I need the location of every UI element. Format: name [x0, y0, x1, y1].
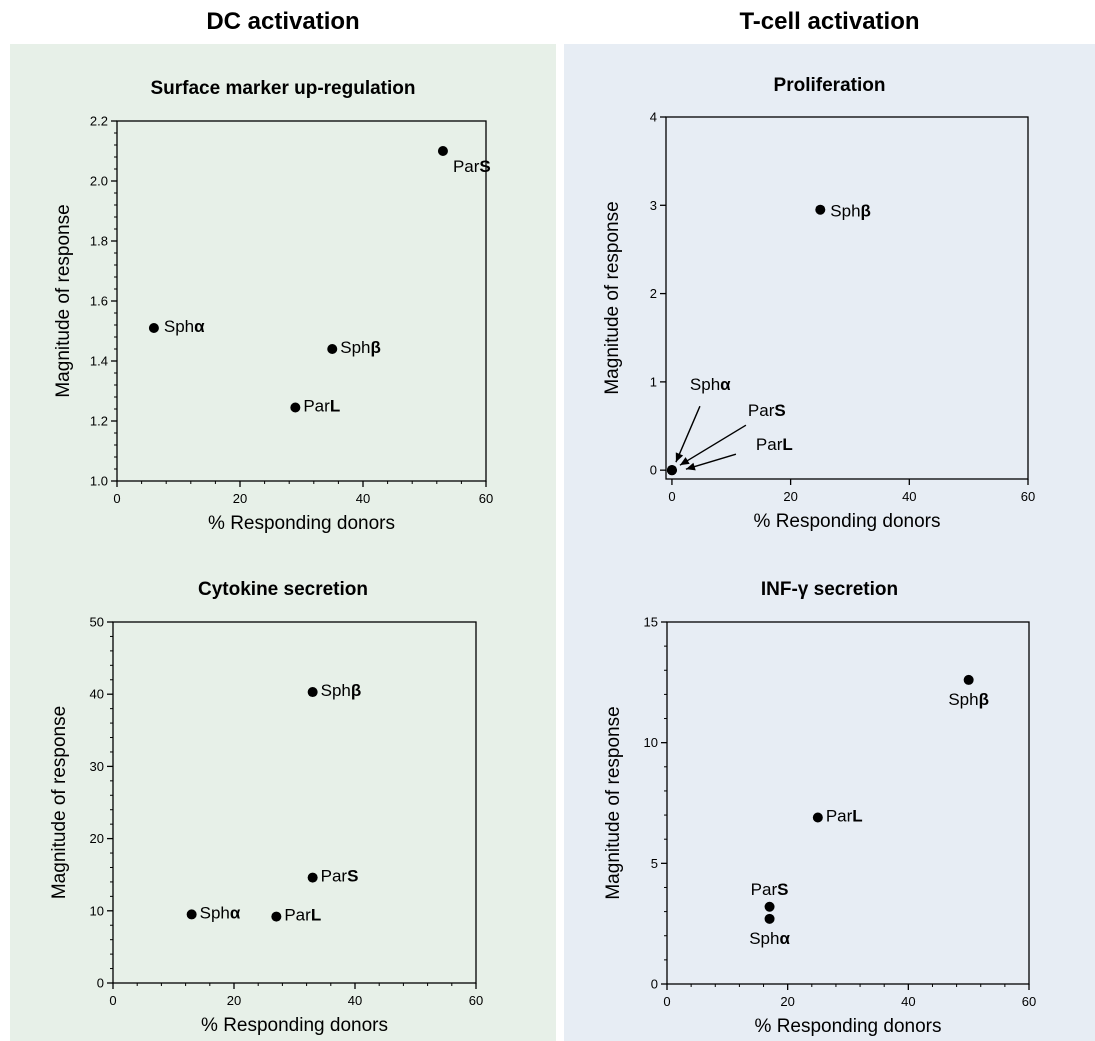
y-tick-label: 20 [90, 831, 104, 846]
y-tick-label: 0 [650, 463, 657, 478]
x-tick-label: 40 [356, 491, 370, 506]
dc-activation-panel [10, 44, 556, 1041]
chart-surface-marker-up-regulation: Surface marker up-regulation 0 20 40 60 1.0 1.… [53, 78, 493, 534]
x-tick-label: 60 [1021, 489, 1035, 504]
data-point-sph-beta [307, 687, 318, 698]
x-tick-label: 0 [668, 489, 675, 504]
x-axis-label: % Responding donors [201, 1015, 388, 1036]
annotation-arrow-sph-alpha [675, 405, 701, 463]
x-tick-label: 60 [479, 491, 493, 506]
y-tick-label: 4 [650, 110, 657, 125]
data-point-par-l [812, 812, 823, 823]
x-tick-label: 20 [780, 994, 794, 1009]
plot-frame [112, 621, 477, 984]
point-label-sph-beta: Sphβ [830, 202, 871, 221]
point-label-sph-alpha: Sphα [749, 929, 790, 948]
point-label-sph-alpha: Sphα [690, 375, 731, 394]
data-point-par-s [307, 872, 318, 883]
plot-frame [665, 116, 1029, 480]
section-title-dc-activation: DC activation [206, 8, 360, 35]
chart-title: INF-γ secretion [761, 579, 898, 600]
data-point-par-l [666, 465, 677, 476]
t-cell-activation-panel [564, 44, 1095, 1041]
x-tick-label: 40 [902, 489, 916, 504]
x-tick-label: 20 [227, 993, 241, 1008]
point-label-sph-alpha: Sphα [200, 903, 241, 922]
y-tick-label: 1.2 [90, 414, 108, 429]
chart-cytokine-secretion: Cytokine secretion 0 20 40 60 0 10 20 30 40 50 % Re… [49, 579, 483, 1036]
data-point-par-s [764, 901, 775, 912]
annotation-arrowhead-par-s [679, 457, 690, 466]
point-label-par-s: ParS [751, 880, 789, 899]
y-tick-label: 50 [90, 615, 104, 630]
point-label-sph-beta: Sphβ [948, 690, 989, 709]
x-axis-label: % Responding donors [754, 511, 941, 532]
annotation-arrowhead-sph-alpha [675, 452, 684, 463]
chart-title: Proliferation [774, 75, 886, 96]
annotation-arrowhead-par-l [685, 462, 696, 471]
y-tick-label: 1 [650, 374, 657, 389]
plot-frame [666, 621, 1030, 985]
point-label-par-l: ParL [826, 806, 863, 825]
x-tick-label: 40 [901, 994, 915, 1009]
data-point-par-l [290, 402, 301, 413]
point-label-par-s: ParS [321, 867, 359, 886]
data-point-sph-alpha [148, 323, 159, 333]
y-tick-label: 2.2 [90, 114, 108, 129]
plot-frame [116, 120, 487, 482]
y-tick-label: 1.8 [90, 234, 108, 249]
y-tick-label: 2 [650, 286, 657, 301]
y-tick-label: 0 [97, 976, 104, 991]
data-point-sph-beta [815, 204, 826, 215]
point-label-sph-beta: Sphβ [321, 681, 362, 700]
point-label-par-l: ParL [303, 397, 340, 416]
y-axis-label: Magnitude of response [49, 706, 70, 899]
y-tick-label: 10 [644, 735, 658, 750]
x-tick-label: 60 [1022, 994, 1036, 1009]
y-tick-label: 1.0 [90, 474, 108, 489]
y-tick-label: 40 [90, 687, 104, 702]
annotation-arrow-par-s [679, 424, 747, 466]
chart-proliferation: Proliferation 0 20 40 60 0 1 2 3 4 % Responding do… [602, 75, 1035, 532]
data-point-sph-alpha [764, 913, 775, 924]
point-label-par-l: ParL [756, 435, 793, 454]
y-tick-label: 30 [90, 759, 104, 774]
chart-title: Surface marker up-regulation [150, 78, 415, 99]
chart-inf-gamma-secretion: INF-γ secretion 0 20 40 60 0 5 10 15 % Responding… [603, 579, 1036, 1037]
y-tick-label: 2.0 [90, 174, 108, 189]
point-label-par-s: ParS [453, 157, 491, 176]
section-title-t-cell-activation: T-cell activation [739, 8, 920, 35]
x-axis-label: % Responding donors [208, 513, 395, 534]
y-tick-label: 3 [650, 198, 657, 213]
point-label-par-l: ParL [284, 906, 321, 925]
y-axis-label: Magnitude of response [603, 706, 624, 899]
y-tick-label: 1.6 [90, 294, 108, 309]
point-label-par-s: ParS [748, 401, 786, 420]
x-tick-label: 20 [783, 489, 797, 504]
x-tick-label: 20 [233, 491, 247, 506]
y-axis-label: Magnitude of response [602, 201, 623, 394]
data-point-sph-beta [327, 344, 338, 354]
y-tick-label: 0 [651, 977, 658, 992]
data-point-sph-beta [963, 674, 974, 685]
x-tick-label: 60 [469, 993, 483, 1008]
y-tick-label: 10 [90, 903, 104, 918]
x-tick-label: 40 [348, 993, 362, 1008]
chart-title: Cytokine secretion [198, 579, 368, 600]
data-point-par-l [271, 911, 282, 922]
x-tick-label: 0 [109, 993, 116, 1008]
point-label-sph-alpha: Sphα [164, 317, 205, 336]
y-tick-label: 1.4 [90, 354, 108, 369]
y-tick-label: 5 [651, 856, 658, 871]
x-tick-label: 0 [663, 994, 670, 1009]
y-tick-label: 15 [644, 615, 658, 630]
y-axis-label: Magnitude of response [53, 204, 74, 397]
x-axis-label: % Responding donors [755, 1016, 942, 1037]
x-tick-label: 0 [113, 491, 120, 506]
data-point-par-s [437, 146, 448, 156]
data-point-sph-alpha [186, 909, 197, 920]
point-label-sph-beta: Sphβ [340, 338, 381, 357]
